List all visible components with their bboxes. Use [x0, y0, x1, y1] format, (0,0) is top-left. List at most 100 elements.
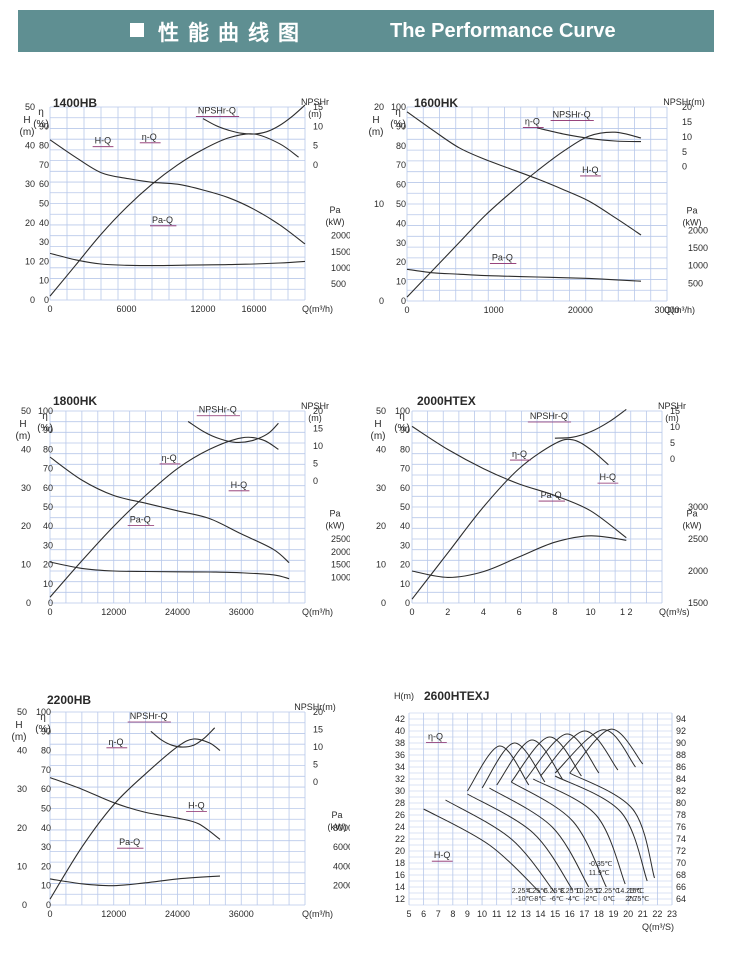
curve-label: H-Q [434, 850, 451, 860]
left-tick-label: 30 [21, 483, 31, 493]
left-tick-label: 50 [25, 102, 35, 112]
blade-angle-label: 14.25℃ [616, 888, 642, 895]
left-axis-title: (%) [33, 119, 49, 130]
left-tick-label: 50 [21, 406, 31, 416]
left-tick-label: 70 [39, 160, 49, 170]
x-tick-label: 12000 [101, 607, 126, 617]
curve-etaq [49, 133, 299, 297]
right-axis-title: (kW) [683, 218, 702, 228]
left-tick-label: 10 [41, 881, 51, 891]
curve-label: η-Q [162, 453, 177, 463]
right-tick-label: 66 [676, 882, 686, 892]
left-tick-label: 90 [43, 425, 53, 435]
right-tick-label: 2500 [688, 534, 708, 544]
x-tick-label: 10 [586, 607, 596, 617]
curve-etaq [406, 131, 642, 298]
left-tick-label: 32 [395, 774, 405, 784]
left-tick-label: 24 [395, 822, 405, 832]
curve-eta-q [525, 733, 600, 780]
blade-angle-label: -10℃ [516, 896, 534, 903]
x-axis-label: Q(m³/h) [302, 607, 333, 617]
left-tick-label: 60 [39, 179, 49, 189]
x-tick-label: 22 [652, 909, 662, 919]
x-tick-label: 6000 [116, 304, 136, 314]
right-tick-label: 82 [676, 786, 686, 796]
left-tick-label: 42 [395, 714, 405, 724]
x-tick-label: 10 [477, 909, 487, 919]
right-tick-label: 1500 [331, 247, 350, 257]
right-tick-label: 94 [676, 714, 686, 724]
blade-angle-label: 2.75℃ [628, 896, 650, 903]
left-tick-label: 18 [395, 858, 405, 868]
title-banner: 性能曲线图 The Performance Curve [18, 10, 714, 52]
left-tick-label: 40 [395, 726, 405, 736]
left-axis-title: η [399, 411, 405, 422]
right-axis-title: Pa [329, 509, 340, 519]
curve-label: Pa-Q [130, 514, 151, 524]
right-axis-title: NPSHr [301, 401, 329, 411]
left-tick-label: 90 [400, 425, 410, 435]
curve-etaq [49, 436, 279, 598]
right-tick-label: 15 [682, 117, 692, 127]
right-tick-label: 0 [313, 476, 318, 486]
right-tick-label: 10 [313, 441, 323, 451]
curve-label: H-Q [600, 472, 617, 482]
left-axis-title: (m) [369, 127, 384, 138]
x-tick-label: 2 [445, 607, 450, 617]
curve-label: NPSHr-Q [198, 106, 236, 116]
curve-npshrq [554, 408, 627, 439]
left-tick-label: 100 [391, 102, 406, 112]
x-tick-label: 14 [535, 909, 545, 919]
left-tick-label: 50 [396, 199, 406, 209]
curve-label: Pa-Q [492, 252, 513, 262]
left-tick-label: 40 [17, 746, 27, 756]
left-axis-title: (m) [20, 127, 35, 138]
right-axis-title: (kW) [326, 217, 345, 227]
title-english: The Performance Curve [390, 20, 616, 42]
left-tick-label: 30 [41, 842, 51, 852]
curve-eta-q [510, 736, 582, 783]
right-tick-label: 3000 [688, 502, 708, 512]
left-tick-label: 20 [41, 861, 51, 871]
left-tick-label: 20 [21, 521, 31, 531]
right-tick-label: 2500 [331, 534, 350, 544]
curve-label: η-Q [525, 116, 540, 126]
x-tick-label: 30000 [654, 305, 679, 315]
x-tick-label: 19 [609, 909, 619, 919]
left-tick-label: 38 [395, 738, 405, 748]
right-tick-label: 1000 [331, 263, 350, 273]
left-tick-label: 16 [395, 870, 405, 880]
curve-paq [49, 252, 306, 267]
x-tick-label: 0 [409, 607, 414, 617]
right-axis-title: (m) [308, 413, 322, 423]
curve-paq [49, 875, 221, 887]
x-tick-label: 8 [450, 909, 455, 919]
blade-angle-label: 11.9℃ [589, 870, 610, 877]
curve-h-q [511, 781, 607, 888]
x-axis-label: Q(m³/S) [642, 922, 674, 932]
x-tick-label: 17 [579, 909, 589, 919]
curve-eta-q [466, 745, 530, 792]
x-tick-label: 24000 [165, 909, 190, 919]
curve-hq [49, 139, 306, 245]
curve-h-q [489, 787, 590, 888]
x-tick-label: 9 [465, 909, 470, 919]
left-tick-label: 20 [400, 560, 410, 570]
right-axis-title: (m) [308, 109, 322, 119]
right-axis-title: Pa [329, 205, 340, 215]
x-tick-label: 20 [623, 909, 633, 919]
right-axis-title: NPSHr [301, 97, 329, 107]
right-tick-label: 15 [313, 423, 323, 433]
right-tick-label: 2000 [331, 547, 350, 557]
left-tick-label: 20 [396, 257, 406, 267]
right-tick-label: 88 [676, 750, 686, 760]
right-tick-label: 1000 [331, 572, 350, 582]
chart-title: 2600HTEXJ [424, 689, 489, 703]
curve-paq [411, 535, 627, 578]
right-tick-label: 2000 [331, 231, 350, 241]
x-tick-label: 21 [638, 909, 648, 919]
left-tick-label: 30 [43, 540, 53, 550]
x-tick-label: 36000 [229, 607, 254, 617]
